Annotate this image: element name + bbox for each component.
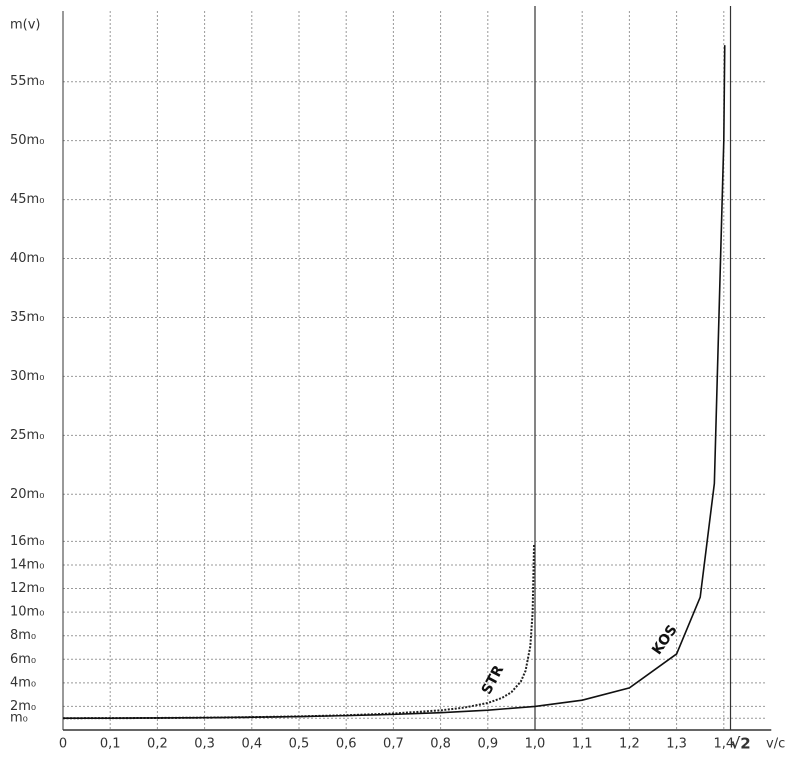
x-tick-label: 0,1 — [100, 737, 121, 752]
y-tick-label: 55m₀ — [10, 74, 44, 89]
x-tick-label: 0 — [59, 737, 67, 752]
y-tick-label: 4m₀ — [10, 675, 36, 690]
x-tick-label: 0,6 — [336, 737, 357, 752]
x-tick-label: 1,3 — [666, 737, 687, 752]
x-tick-label: 0,4 — [241, 737, 262, 752]
y-tick-label: 10m₀ — [10, 605, 44, 620]
x-tick-label: 0,2 — [147, 737, 168, 752]
x-tick-label: 0,5 — [289, 737, 310, 752]
y-tick-label: 20m₀ — [10, 487, 44, 502]
x-tick-label: 1,4 — [713, 737, 734, 752]
x-tick-label: 1,0 — [525, 737, 546, 752]
y-tick-label: 14m₀ — [10, 557, 44, 572]
x-tick-label: 0,9 — [477, 737, 498, 752]
x-tick-label: 0,3 — [194, 737, 215, 752]
y-tick-label: 50m₀ — [10, 133, 44, 148]
y-tick-label: 6m₀ — [10, 652, 36, 667]
x-tick-label: 1,1 — [572, 737, 593, 752]
y-tick-label: 35m₀ — [10, 310, 44, 325]
y-tick-label: 30m₀ — [10, 369, 44, 384]
x-tick-label: 0,8 — [430, 737, 451, 752]
x-axis-label: v/c — [766, 737, 785, 752]
x-tick-label: √2 — [730, 735, 750, 753]
x-tick-label: 1,2 — [619, 737, 640, 752]
y-tick-label: 16m₀ — [10, 534, 44, 549]
y-tick-label: 45m₀ — [10, 192, 44, 207]
y-tick-label: 8m₀ — [10, 628, 36, 643]
series-line — [62, 45, 726, 720]
y-axis-label: m(v) — [10, 18, 41, 33]
y-tick-label: 25m₀ — [10, 428, 44, 443]
x-tick-label: 0,7 — [383, 737, 404, 752]
y-tick-label: 40m₀ — [10, 251, 44, 266]
y-tick-label: 12m₀ — [10, 581, 44, 596]
series-label: STR — [479, 663, 508, 698]
y-tick-label: m₀ — [10, 711, 28, 726]
series-label: KOS — [649, 622, 681, 658]
y-tick-label: 2m₀ — [10, 699, 36, 714]
